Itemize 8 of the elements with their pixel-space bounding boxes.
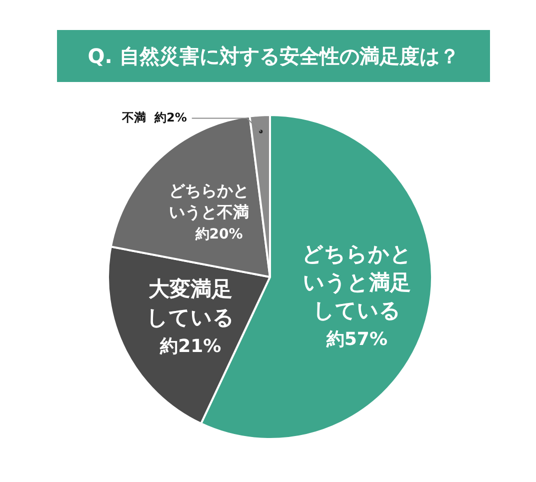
slice-label: 不満 約2%: [121, 110, 187, 124]
data-label: 約21%: [159, 336, 222, 358]
slice-label: 大変満足している: [146, 277, 235, 330]
slice-label: どちらかというと満足している: [302, 242, 412, 323]
data-label: 約57%: [325, 329, 388, 350]
data-label: 約20%: [194, 226, 243, 242]
chart-title: Q. 自然災害に対する安全性の満足度は？: [57, 30, 490, 82]
slice-label: どちらかというと不満: [169, 180, 250, 222]
